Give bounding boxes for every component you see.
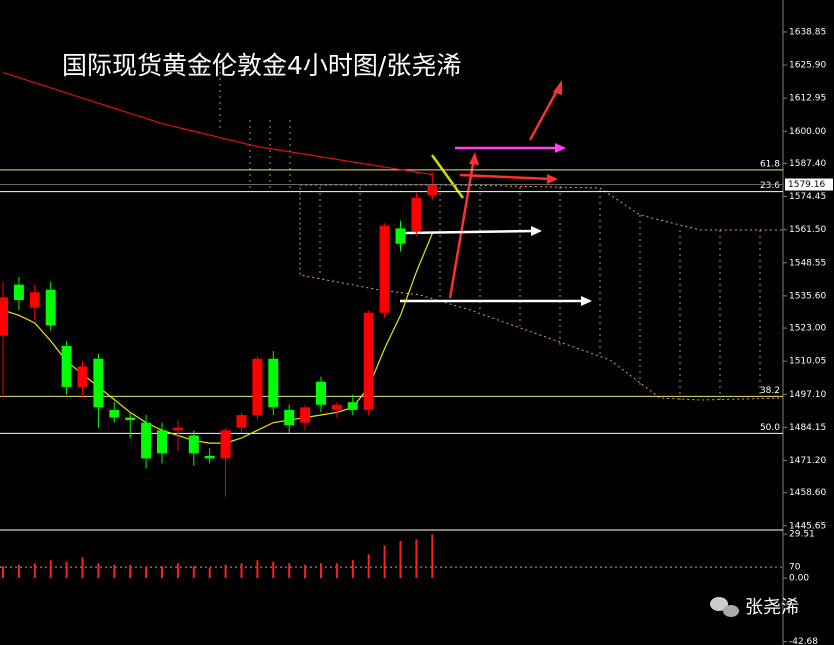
candle-body <box>141 422 152 459</box>
current-price-box <box>785 178 833 191</box>
candle-body <box>13 284 24 300</box>
y-tick-label: 1510.05 <box>789 357 826 367</box>
candle-body <box>252 358 263 415</box>
chart-title: 国际现货黄金伦敦金4小时图/张尧浠 <box>62 51 461 80</box>
y-tick-label: 1548.55 <box>789 258 826 268</box>
candle-body <box>363 312 374 410</box>
y-tick-label: 1497.10 <box>789 390 826 400</box>
candle-body <box>45 289 56 326</box>
y-tick-label: 1471.20 <box>789 456 826 466</box>
candle-body <box>93 358 104 408</box>
y-tick-label: 1561.50 <box>789 225 826 235</box>
fib-label: 38.2 <box>760 386 780 396</box>
sub-tick-label: -42.68 <box>789 637 818 645</box>
cloud-hatch <box>219 60 761 400</box>
candle-body <box>347 402 358 410</box>
y-tick-label: 1484.15 <box>789 423 826 433</box>
candle-body <box>188 435 199 454</box>
candle-body <box>379 225 390 313</box>
candle-body <box>204 455 215 459</box>
candle-body <box>109 409 120 418</box>
candle-body <box>125 417 136 421</box>
watermark: 张尧浠 <box>710 597 799 618</box>
candle-body <box>395 228 406 244</box>
fib-label: 61.8 <box>760 159 780 169</box>
fib-label: 23.6 <box>760 181 780 191</box>
candle-body <box>300 407 311 423</box>
y-tick-label: 1523.00 <box>789 324 826 334</box>
y-tick-label: 1458.60 <box>789 488 826 498</box>
candle-body <box>29 292 40 308</box>
y-tick-label: 1612.95 <box>789 94 826 104</box>
current-price-label: 1579.16 <box>788 180 825 190</box>
fib-label: 50.0 <box>760 423 780 433</box>
y-tick-label: 1535.60 <box>789 291 826 301</box>
ma-line <box>2 233 433 444</box>
sub-tick-label: 29.51 <box>789 530 815 540</box>
candle-body <box>411 197 422 231</box>
y-tick-label: 1625.90 <box>789 61 826 71</box>
y-tick-label: 1587.40 <box>789 159 826 169</box>
candle-body <box>172 427 183 431</box>
y-tick-label: 1600.00 <box>789 127 826 137</box>
y-tick-label: 1638.85 <box>789 27 826 37</box>
candle-body <box>220 430 231 459</box>
sub-tick-label: 0.00 <box>789 574 809 584</box>
arrows <box>400 80 592 306</box>
level-label: 70 <box>789 563 801 573</box>
candle-body <box>157 430 167 454</box>
candle-body <box>316 381 326 405</box>
candle-body <box>284 409 295 426</box>
candle-body <box>236 414 247 428</box>
candle-body <box>61 345 72 387</box>
candle-body <box>0 297 8 336</box>
y-tick-label: 1574.45 <box>789 192 826 202</box>
y-tick-label: 1445.65 <box>789 521 826 531</box>
ma-line <box>2 71 433 176</box>
candle-body <box>331 404 342 410</box>
candle-body <box>77 366 88 387</box>
watermark-text: 张尧浠 <box>745 597 799 618</box>
candle-body <box>268 358 279 408</box>
candle-body <box>427 184 438 196</box>
